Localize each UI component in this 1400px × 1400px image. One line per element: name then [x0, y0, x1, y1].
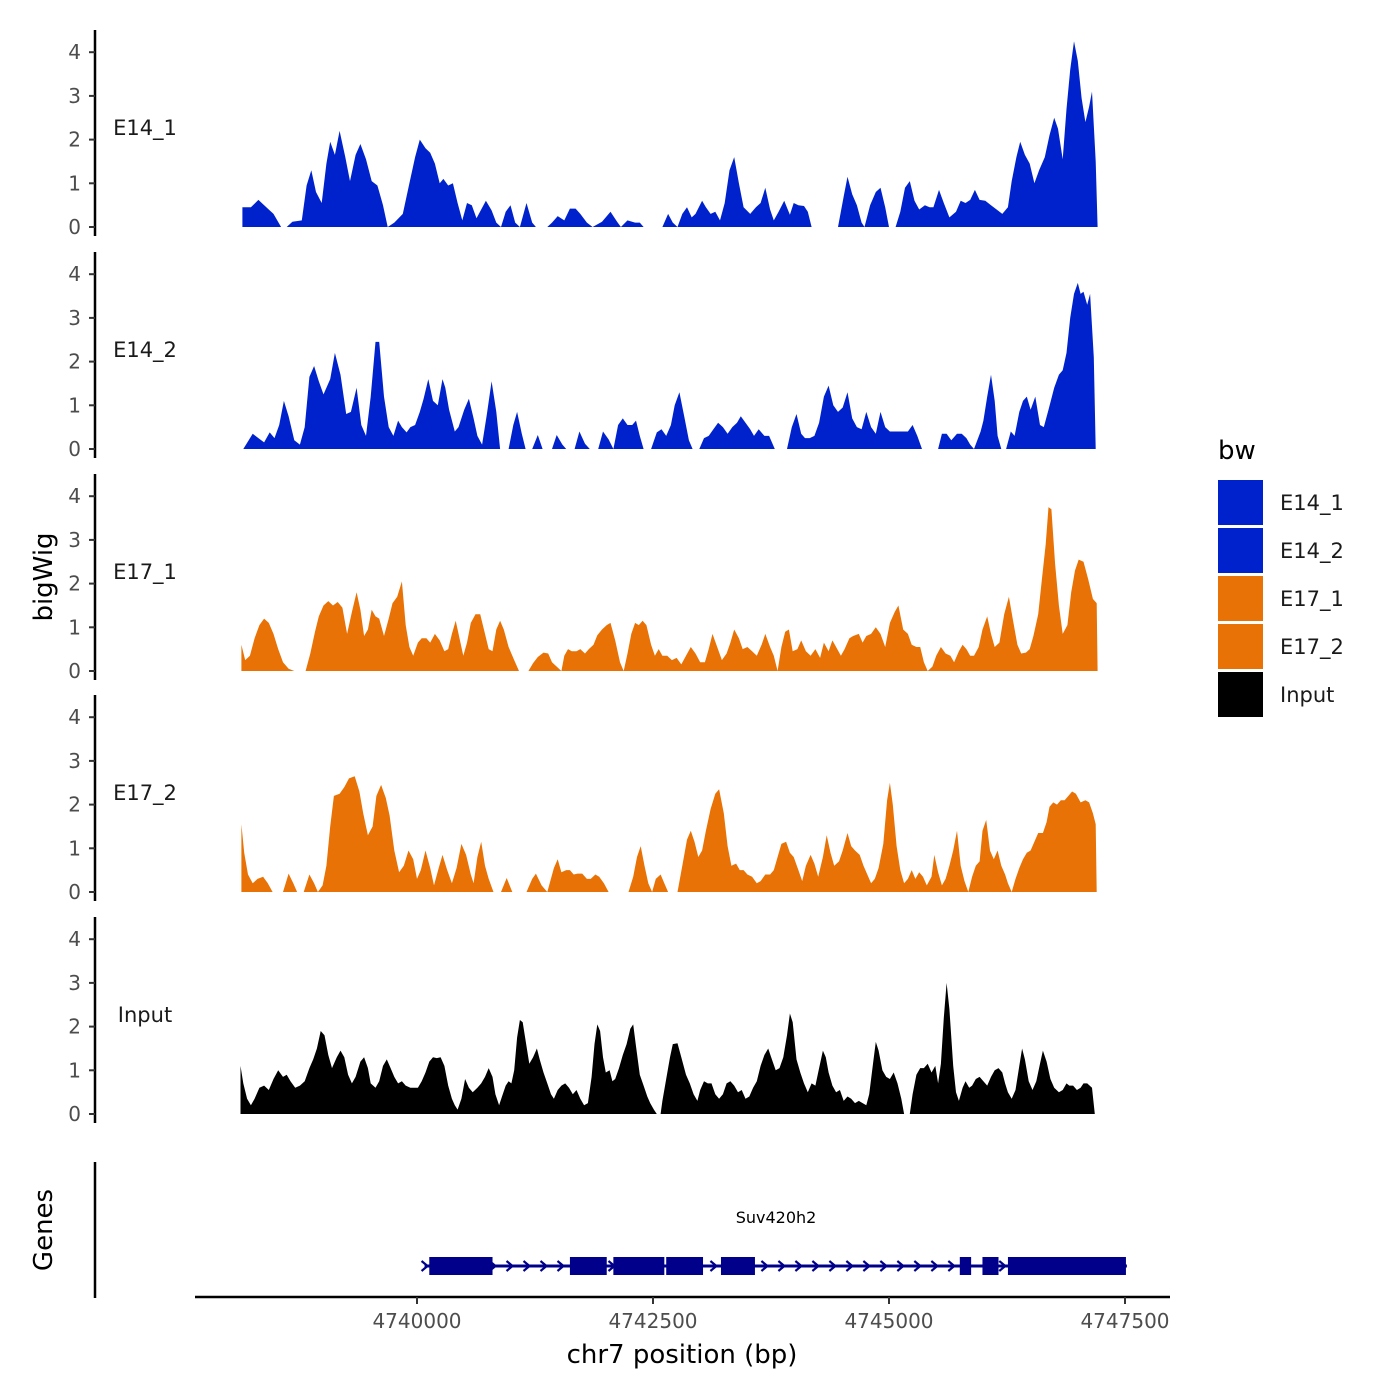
x-tick-label: 4747500 [1080, 1309, 1169, 1333]
gene-exon [569, 1257, 607, 1275]
y-tick-label: 0 [68, 659, 81, 683]
y-tick-label: 3 [68, 971, 81, 995]
y-tick-label: 3 [68, 528, 81, 552]
track-panel-e17-2: 0 1 2 3 4 E17_2 [68, 695, 1097, 904]
genes-track-title: Genes [29, 1189, 59, 1271]
strand-arrow [947, 1260, 957, 1272]
y-tick-label: 0 [68, 880, 81, 904]
track-label: E14_1 [113, 116, 177, 141]
y-tick-label: 4 [68, 484, 81, 508]
genes-track: Genes Suv420h2 [29, 1162, 1127, 1298]
y-axis-title: bigWig [29, 532, 59, 621]
track-label: E17_1 [113, 560, 177, 585]
track-panel-e14-1: 0 1 2 3 4 E14_1 [68, 30, 1098, 239]
legend-label: E14_1 [1280, 491, 1344, 516]
y-tick-label: 0 [68, 215, 81, 239]
legend-label: Input [1280, 683, 1334, 707]
x-tick-label: 4742500 [608, 1309, 697, 1333]
legend-label: E14_2 [1280, 539, 1344, 564]
track-panel-e17-1: 0 1 2 3 4 E17_1 [68, 474, 1098, 683]
x-axis: chr7 position (bp) 4740000 4742500 4745000… [195, 1295, 1170, 1370]
gene-model [420, 1257, 1127, 1275]
legend-swatch [1218, 672, 1263, 717]
legend-label: E17_1 [1280, 587, 1344, 612]
y-tick-label: 3 [68, 84, 81, 108]
coverage-area [241, 507, 1098, 671]
y-tick-label: 1 [68, 1058, 81, 1082]
y-tick-label: 0 [68, 437, 81, 461]
legend-swatch [1218, 480, 1263, 525]
track-panels: 0 1 2 3 4 E14_1 0 1 2 3 4 E14_2 0 1 2 3 4 E17_1 0 1 2 3 4 E17_2… [68, 30, 1098, 1126]
track-label: E14_2 [113, 338, 177, 363]
gene-exon [1007, 1257, 1126, 1275]
legend: bw E14_1 E14_2 E17_1 E17_2 Input [1218, 436, 1344, 717]
coverage-area [243, 282, 1096, 449]
strand-arrow [930, 1260, 940, 1272]
gene-exon [613, 1257, 665, 1275]
track-label: E17_2 [113, 781, 177, 806]
y-tick-label: 4 [68, 40, 81, 64]
strand-arrow [879, 1260, 889, 1272]
y-tick-label: 3 [68, 749, 81, 773]
coverage-area [241, 776, 1097, 892]
strand-arrow [913, 1260, 923, 1272]
strand-arrow [709, 1260, 719, 1272]
strand-arrow [556, 1260, 566, 1272]
y-tick-label: 1 [68, 615, 81, 639]
coverage-area [240, 982, 1096, 1114]
x-tick-label: 4740000 [372, 1309, 461, 1333]
y-tick-label: 0 [68, 1102, 81, 1126]
y-tick-label: 4 [68, 705, 81, 729]
track-panel-e14-2: 0 1 2 3 4 E14_2 [68, 252, 1096, 461]
y-tick-label: 1 [68, 393, 81, 417]
strand-arrow [828, 1260, 838, 1272]
gene-exon [720, 1257, 755, 1275]
gene-exon [666, 1257, 704, 1275]
legend-swatch [1218, 528, 1263, 573]
strand-arrow [862, 1260, 872, 1272]
strand-arrow [539, 1260, 549, 1272]
gene-name-label: Suv420h2 [736, 1208, 817, 1227]
strand-arrow [522, 1260, 532, 1272]
track-panel-input: 0 1 2 3 4 Input [68, 917, 1096, 1126]
strand-arrow [811, 1260, 821, 1272]
x-tick-label: 4745000 [844, 1309, 933, 1333]
y-tick-label: 1 [68, 836, 81, 860]
y-tick-label: 2 [68, 350, 81, 374]
track-label: Input [118, 1003, 172, 1027]
coverage-area [242, 41, 1098, 227]
y-tick-label: 4 [68, 927, 81, 951]
y-tick-label: 2 [68, 1015, 81, 1039]
strand-arrow [777, 1260, 787, 1272]
gene-exon [982, 1257, 999, 1275]
strand-arrow [760, 1260, 770, 1272]
strand-arrow [998, 1260, 1007, 1272]
gene-exon [429, 1257, 493, 1275]
legend-swatch [1218, 576, 1263, 621]
strand-arrow [896, 1260, 906, 1272]
y-tick-label: 3 [68, 306, 81, 330]
y-tick-label: 2 [68, 572, 81, 596]
strand-arrow [845, 1260, 855, 1272]
gene-exon [959, 1257, 972, 1275]
y-tick-label: 4 [68, 262, 81, 286]
strand-arrow [794, 1260, 804, 1272]
strand-arrow [420, 1260, 430, 1272]
strand-arrow [505, 1260, 515, 1272]
x-axis-title: chr7 position (bp) [567, 1340, 798, 1370]
legend-title: bw [1218, 436, 1256, 466]
legend-swatch [1218, 624, 1263, 669]
y-tick-label: 2 [68, 793, 81, 817]
legend-label: E17_2 [1280, 635, 1344, 660]
y-tick-label: 2 [68, 128, 81, 152]
y-tick-label: 1 [68, 171, 81, 195]
